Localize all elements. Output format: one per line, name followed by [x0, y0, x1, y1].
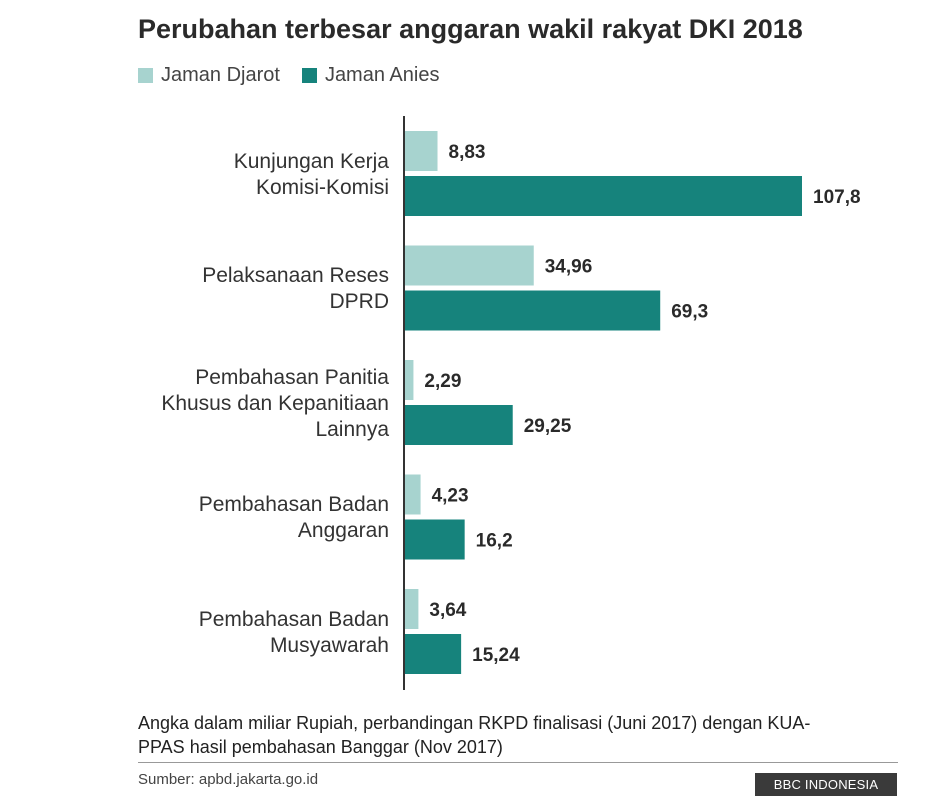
legend-item-anies: Jaman Anies — [301, 64, 440, 87]
data-label-anies-4: 15,24 — [472, 645, 520, 666]
bar-anies-3 — [405, 519, 465, 560]
data-label-anies-1: 69,3 — [671, 302, 708, 323]
data-label-anies-3: 16,2 — [476, 531, 513, 552]
legend-label-anies: Jaman Anies — [324, 64, 440, 86]
bar-anies-4 — [405, 634, 462, 674]
category-label-4: Pembahasan Badan Musyawarah — [198, 607, 389, 657]
bar-anies-1 — [405, 290, 661, 331]
bar-anies-2 — [405, 405, 513, 445]
divider — [138, 762, 898, 763]
category-label-2: Pembahasan Panitia Khusus dan Kepanitiaa… — [161, 365, 389, 441]
bar-anies-0 — [405, 176, 802, 216]
bar-djarot-0 — [405, 131, 438, 171]
legend-item-djarot: Jaman Djarot — [138, 64, 280, 87]
chart-title: Perubahan terbesar anggaran wakil rakyat… — [138, 14, 803, 44]
data-label-djarot-0: 8,83 — [449, 142, 486, 163]
data-label-djarot-2: 2,29 — [424, 371, 461, 392]
category-label-0: Kunjungan Kerja Komisi-Komisi — [233, 149, 389, 199]
brand-badge: BBC INDONESIA — [755, 773, 897, 796]
data-label-anies-2: 29,25 — [524, 416, 572, 437]
source-text: Sumber: apbd.jakarta.go.id — [138, 771, 319, 788]
bar-djarot-1 — [405, 245, 534, 286]
legend-swatch-anies — [301, 68, 317, 83]
data-label-djarot-4: 3,64 — [429, 600, 466, 621]
bar-djarot-3 — [405, 474, 421, 515]
bar-djarot-4 — [405, 589, 419, 629]
category-label-1: Pelaksanaan Reses DPRD — [202, 264, 389, 313]
chart-legend: Jaman Djarot Jaman Anies — [138, 64, 461, 87]
data-label-anies-0: 107,8 — [813, 187, 861, 208]
chart-note: Angka dalam miliar Rupiah, perbandingan … — [138, 713, 811, 757]
legend-swatch-djarot — [138, 68, 153, 83]
data-label-djarot-1: 34,96 — [545, 257, 593, 278]
category-label-3: Pembahasan Badan Anggaran — [198, 493, 389, 542]
data-label-djarot-3: 4,23 — [432, 486, 469, 507]
bar-djarot-2 — [405, 360, 414, 400]
legend-label-djarot: Jaman Djarot — [161, 64, 280, 86]
